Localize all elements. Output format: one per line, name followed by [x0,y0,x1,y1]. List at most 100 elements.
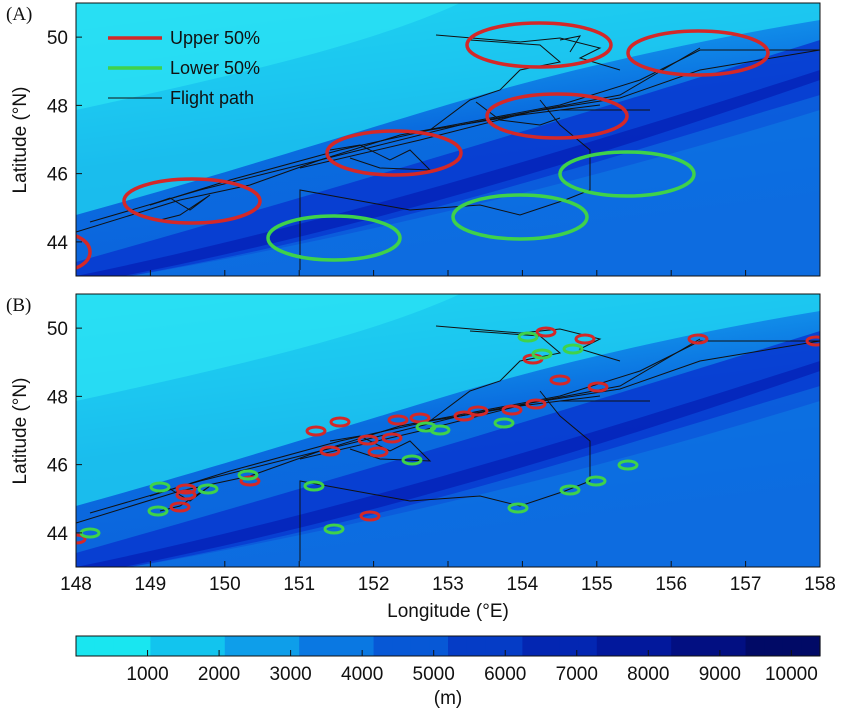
lower-50-markers [79,331,639,539]
y-tick-label: 50 [47,319,68,340]
colorbar-tick-label: 7000 [556,664,598,685]
x-ticks: 148 149 150 151 152 153 154 155 156 157 158 [60,270,836,595]
upper-region-4 [325,129,463,177]
colorbar-cell [94,636,114,656]
legend: Upper 50% Lower 50% Flight path [108,28,260,108]
colorbar-tick-label: 1000 [126,664,168,685]
legend-lower-label: Lower 50% [170,58,260,78]
lower-region-1 [558,150,696,198]
upper-region-1 [465,21,613,69]
colorbar-cell [336,636,356,656]
colorbar-cell [262,636,282,656]
colorbar-cell [169,636,189,656]
y-tick-label: 46 [47,165,68,186]
upper-region-2 [626,29,770,77]
colorbar-cell [745,636,765,656]
y-tick-label: 44 [47,524,69,545]
trench-band-b [76,331,820,567]
x-tick-label: 149 [135,574,167,595]
colorbar-cell [522,636,542,656]
colorbar-unit: (m) [434,688,462,709]
colorbar-tick-label: 5000 [413,664,455,685]
colorbar-cell [243,636,263,656]
colorbar-cell [541,636,561,656]
colorbar-cell [671,636,691,656]
deep-ocean [76,95,820,276]
x-tick-label: 154 [507,574,539,595]
colorbar-cell [652,636,672,656]
colorbar-cell [466,636,486,656]
x-axis-title: Longitude (°E) [387,601,509,622]
colorbar-tick-label: 6000 [484,664,526,685]
colorbar-cell [801,636,821,656]
shelf-area-shallow [76,3,460,110]
lower-region-3 [266,214,402,262]
colorbar-cell [355,636,375,656]
y-axis-title-a: Latitude (°N) [10,87,31,194]
x-tick-label: 158 [804,574,836,595]
colorbar-cell [373,636,393,656]
colorbar-swatches [76,636,821,656]
colorbar-cell [559,636,579,656]
upper-region-6 [76,234,92,270]
y-tick-label: 48 [47,387,68,408]
colorbar-cell [782,636,802,656]
x-tick-label: 155 [581,574,613,595]
x-tick-label: 148 [60,574,92,595]
y-tick-label: 46 [47,456,68,477]
colorbar-cell [206,636,226,656]
y-ticks-b: 50 48 46 44 [47,319,82,545]
y-tick-label: 44 [47,233,69,254]
colorbar-cell [224,636,244,656]
x-tick-label: 150 [209,574,241,595]
colorbar-tick-label: 4000 [341,664,383,685]
colorbar-cell [689,636,709,656]
colorbar-tick-label: 9000 [699,664,741,685]
colorbar-cell [615,636,635,656]
colorbar-tick-label: 3000 [269,664,311,685]
colorbar-cell [113,636,133,656]
colorbar-cell [317,636,337,656]
colorbar-cell [578,636,598,656]
colorbar-cell [76,636,96,656]
deep-ocean-b [76,386,820,567]
upper-region-5 [122,177,262,225]
colorbar-frame [75,635,821,657]
colorbar-cell [280,636,300,656]
colorbar-cell [299,636,319,656]
colorbar-cell [634,636,654,656]
colorbar-cell [485,636,505,656]
x-tick-label: 152 [358,574,390,595]
x-tick-label: 157 [730,574,762,595]
colorbar-cell [187,636,207,656]
y-ticks-a: 50 48 46 44 [47,28,82,254]
colorbar-cell [764,636,784,656]
colorbar-cell [150,636,170,656]
colorbar-ticks: 1000 2000 3000 4000 5000 6000 7000 8000 9000 1000… [126,650,818,685]
panel-a: Upper 50% Lower 50% Flight path (A) 50 48… [6,2,821,277]
colorbar-cell [448,636,468,656]
colorbar-cell [429,636,449,656]
lower-50-ellipses [266,150,696,262]
colorbar-cell [410,636,430,656]
x-tick-label: 156 [655,574,687,595]
y-axis-title-b: Latitude (°N) [10,378,31,485]
panel-a-label: (A) [6,4,32,25]
panel-b-label: (B) [6,295,31,316]
upper-50-ellipses [76,21,770,270]
y-tick-label: 50 [47,28,68,49]
colorbar-cell [708,636,728,656]
legend-path-label: Flight path [170,88,254,108]
colorbar-tick-label: 10000 [765,664,818,685]
lower-region-2 [451,193,589,241]
colorbar-cell [131,636,151,656]
y-tick-label: 48 [47,96,68,117]
colorbar: 1000 2000 3000 4000 5000 6000 7000 8000 9000 1000… [75,635,821,709]
shelf-area-shallow-b [76,294,460,401]
colorbar-cell [727,636,747,656]
upper-region-3 [485,92,629,140]
colorbar-cell [596,636,616,656]
upper-50-markers [76,326,820,545]
